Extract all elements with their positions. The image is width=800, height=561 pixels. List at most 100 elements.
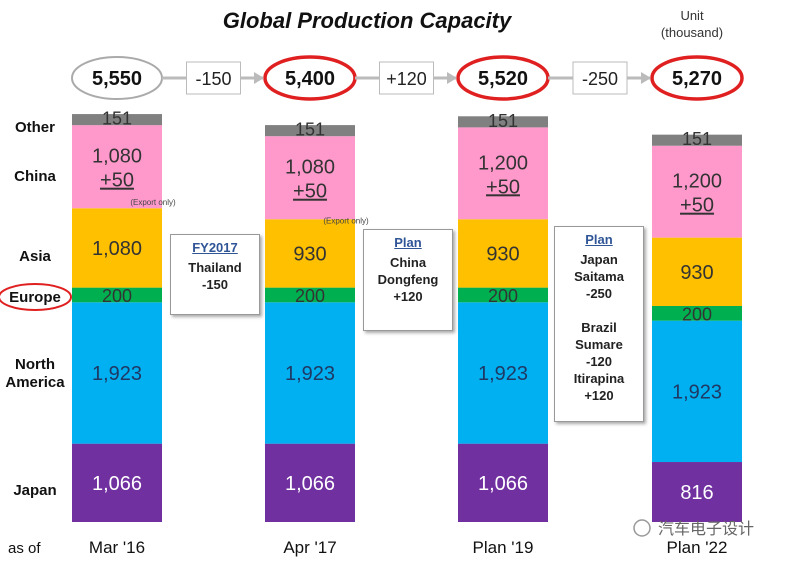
note-line: Dongfeng [377, 272, 439, 287]
delta-value: -150 [195, 69, 231, 89]
note-line: -150 [201, 277, 229, 292]
series-axis-label: North [15, 356, 55, 373]
total-value: 5,400 [285, 68, 335, 90]
note-line: -250 [585, 286, 613, 301]
arrow-icon [447, 72, 457, 84]
segment-label: 151 [295, 120, 325, 140]
segment-extra-label: +50 [486, 176, 520, 198]
total-value: 5,520 [478, 68, 528, 90]
bar-segment-asia [265, 219, 355, 288]
category-label: Apr '17 [283, 538, 336, 557]
bar-segment-europe [265, 287, 355, 303]
bar-segment-north-america [265, 302, 355, 444]
unit-label: Unit [680, 8, 704, 23]
series-axis-label: Europe [9, 289, 61, 306]
category-label: Mar '16 [89, 538, 145, 557]
category-label: Plan '19 [473, 538, 534, 557]
note-plan-china-dongfeng: Plan China Dongfeng +120 [363, 229, 453, 331]
segment-label: 151 [682, 129, 712, 149]
segment-label: 930 [680, 262, 713, 284]
total-value: 5,550 [92, 68, 142, 90]
note-line: -120 [585, 354, 613, 369]
segment-label: 1,066 [285, 473, 335, 495]
bar-segment-north-america [652, 320, 742, 463]
note-line: Thailand [188, 260, 242, 275]
series-axis-label: Asia [19, 248, 51, 265]
segment-extra-label: +50 [100, 170, 134, 192]
note-line [555, 302, 643, 319]
note-line: +120 [584, 388, 614, 403]
bar-segment-europe [652, 305, 742, 321]
segment-label: 1,066 [92, 473, 142, 495]
arrow-icon [254, 72, 264, 84]
segment-extra-label: +50 [293, 181, 327, 203]
segment-label: 1,923 [285, 363, 335, 385]
segment-label: 1,923 [478, 363, 528, 385]
segment-extra-label: +50 [680, 195, 714, 217]
bar-segment-asia [652, 237, 742, 306]
delta-value: -250 [582, 69, 618, 89]
bar-segment-north-america [72, 302, 162, 444]
segment-label: 930 [486, 243, 519, 265]
bar-segment-europe [72, 287, 162, 303]
note-heading: Plan [394, 235, 422, 250]
bar-segment-china [458, 127, 548, 220]
arrow-icon [641, 72, 651, 84]
bar-segment-europe [458, 287, 548, 303]
segment-label: 1,066 [478, 473, 528, 495]
delta-box [186, 61, 241, 95]
delta-box [572, 61, 628, 95]
bar-segment-asia [458, 219, 548, 288]
segment-label: 1,080 [92, 146, 142, 168]
bar-segment-china [265, 136, 355, 220]
bar-segment-other [72, 114, 162, 126]
category-label: Plan '22 [667, 538, 728, 557]
series-axis-label: America [5, 374, 65, 391]
segment-label: 1,923 [672, 381, 722, 403]
note-line: Sumare [575, 337, 623, 352]
segment-label: 200 [488, 286, 518, 306]
chart-title: Global Production Capacity [223, 8, 513, 33]
segment-label: 1,200 [672, 171, 722, 193]
total-ellipse [650, 55, 744, 101]
note-line: Saitama [574, 269, 624, 284]
note-line: Itirapina [573, 371, 625, 386]
bar-segment-japan [72, 443, 162, 522]
delta-box [379, 61, 434, 95]
bar-segment-other [265, 125, 355, 137]
unit-label: (thousand) [661, 25, 723, 40]
note-line: China [389, 255, 427, 270]
segment-label: 930 [293, 243, 326, 265]
bar-segment-china [652, 145, 742, 238]
bar-segment-north-america [458, 302, 548, 444]
bar-segment-japan [652, 462, 742, 522]
segment-label: 151 [488, 111, 518, 131]
note-line: Brazil [581, 320, 617, 335]
total-value: 5,270 [672, 68, 722, 90]
note-line: +120 [393, 289, 423, 304]
note-heading: Plan [585, 232, 613, 247]
segment-label: 200 [295, 286, 325, 306]
segment-label: 1,923 [92, 363, 142, 385]
series-axis-label: Japan [13, 482, 56, 499]
watermark-text: 汽车电子设计 [658, 520, 754, 538]
bar-segment-japan [265, 443, 355, 522]
note-heading: FY2017 [192, 240, 238, 255]
bar-segment-other [458, 116, 548, 128]
segment-label: 1,200 [478, 152, 528, 174]
wechat-icon [633, 519, 651, 537]
series-axis-label: China [14, 168, 56, 185]
bar-segment-china [72, 125, 162, 209]
segment-label: 200 [682, 304, 712, 324]
note-plan-japan-brazil: Plan Japan Saitama -250 Brazil Sumare -120 Iti… [554, 226, 644, 422]
x-prefix-label: as of [8, 540, 41, 557]
note-fy2017-thailand: FY2017 Thailand -150 [170, 234, 260, 315]
series-axis-label: Other [15, 119, 55, 136]
segment-label: 816 [680, 482, 713, 504]
note-line: Japan [580, 252, 618, 267]
delta-value: +120 [386, 69, 427, 89]
export-note: (Export only) [323, 216, 369, 225]
segment-label: 1,080 [92, 238, 142, 260]
